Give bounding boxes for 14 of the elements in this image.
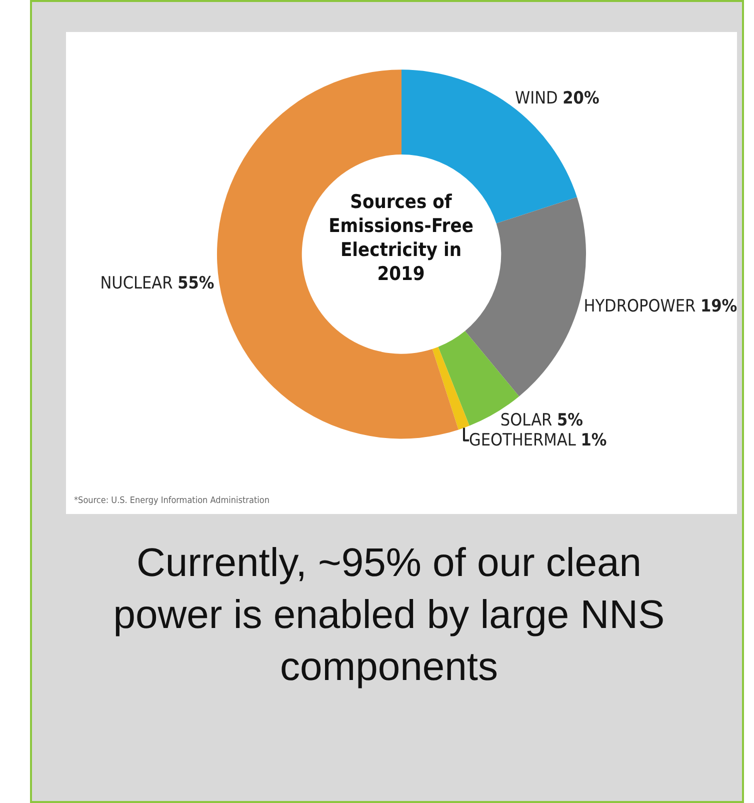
slice-label: HYDROPOWER bbox=[584, 296, 696, 316]
data-label: 5% bbox=[557, 410, 584, 430]
slice-label: GEOTHERMAL bbox=[469, 430, 576, 450]
slice-label: SOLAR bbox=[500, 410, 552, 430]
slice-label: WIND bbox=[514, 88, 558, 108]
text: Sources of Emissions-Free Electricity in 2019 bbox=[328, 190, 474, 286]
text: Currently, ~95% of our clean power is enabled by large NNS components bbox=[112, 540, 666, 691]
data-label: 19% bbox=[700, 296, 738, 316]
data-label: 55% bbox=[178, 273, 214, 294]
text: *Source: U.S. Energy Information Administration bbox=[74, 496, 270, 506]
slice-label: NUCLEAR bbox=[100, 273, 173, 294]
data-label: 1% bbox=[580, 430, 607, 450]
data-label: 20% bbox=[562, 88, 600, 108]
donut-slice bbox=[432, 346, 470, 430]
